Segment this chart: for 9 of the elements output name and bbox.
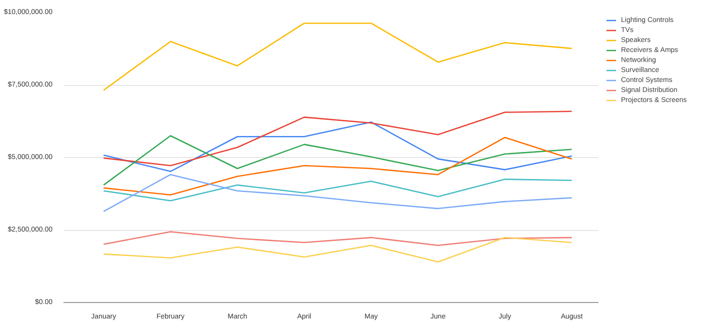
line-series — [102, 174, 572, 212]
line-series — [102, 22, 572, 91]
line-series — [102, 231, 572, 246]
line-series — [102, 236, 572, 263]
line-series — [102, 135, 572, 186]
line-series — [102, 121, 572, 172]
line-series — [102, 110, 572, 166]
line-series — [102, 178, 572, 202]
line-series — [102, 136, 572, 196]
